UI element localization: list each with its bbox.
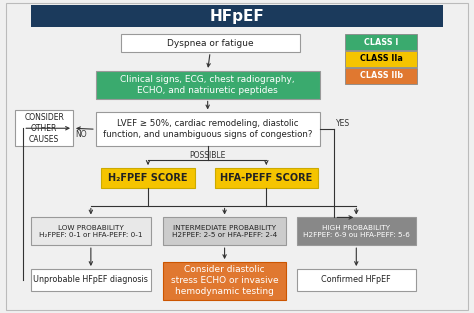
FancyBboxPatch shape [121, 34, 300, 52]
Text: HIGH PROBABILITY
H2FPEF: 6-9 ou HFA-PEFF: 5-6: HIGH PROBABILITY H2FPEF: 6-9 ou HFA-PEFF… [303, 225, 410, 238]
Text: LOW PROBABILITY
H₂FPEF: 0-1 or HFA-PEFF: 0-1: LOW PROBABILITY H₂FPEF: 0-1 or HFA-PEFF:… [39, 225, 143, 238]
FancyBboxPatch shape [215, 168, 318, 188]
Text: Consider diastolic
stress ECHO or invasive
hemodynamic testing: Consider diastolic stress ECHO or invasi… [171, 265, 278, 296]
FancyBboxPatch shape [346, 51, 417, 67]
Text: Dyspnea or fatigue: Dyspnea or fatigue [167, 38, 254, 48]
Text: CONSIDER
OTHER
CAUSES: CONSIDER OTHER CAUSES [24, 113, 64, 144]
Text: POSSIBLE: POSSIBLE [190, 151, 226, 160]
FancyBboxPatch shape [297, 218, 416, 245]
FancyBboxPatch shape [164, 218, 286, 245]
Text: CLASS IIb: CLASS IIb [360, 71, 403, 80]
FancyBboxPatch shape [101, 168, 195, 188]
Text: NO: NO [75, 130, 87, 139]
FancyBboxPatch shape [164, 262, 286, 300]
FancyBboxPatch shape [31, 218, 151, 245]
Text: Clinical signs, ECG, chest radiography,
ECHO, and natriuretic peptides: Clinical signs, ECG, chest radiography, … [120, 74, 295, 95]
FancyBboxPatch shape [96, 112, 319, 146]
Text: HFA-PEFF SCORE: HFA-PEFF SCORE [220, 173, 312, 183]
FancyBboxPatch shape [96, 71, 319, 99]
FancyBboxPatch shape [31, 5, 443, 27]
FancyBboxPatch shape [346, 34, 417, 50]
Text: Confirmed HFpEF: Confirmed HFpEF [321, 275, 391, 285]
Text: YES: YES [337, 119, 351, 128]
Text: INTERMEDIATE PROBABILITY
H2FPEF: 2-5 or HFA-PEFF: 2-4: INTERMEDIATE PROBABILITY H2FPEF: 2-5 or … [172, 225, 277, 238]
Text: CLASS I: CLASS I [364, 38, 398, 47]
FancyBboxPatch shape [15, 110, 73, 146]
Text: H₂FPEF SCORE: H₂FPEF SCORE [108, 173, 188, 183]
FancyBboxPatch shape [346, 68, 417, 84]
FancyBboxPatch shape [297, 269, 416, 291]
Text: Unprobable HFpEF diagnosis: Unprobable HFpEF diagnosis [34, 275, 148, 285]
Text: HFpEF: HFpEF [210, 9, 264, 24]
FancyBboxPatch shape [31, 269, 151, 291]
Text: LVEF ≥ 50%, cardiac remodeling, diastolic
function, and unambiguous signs of con: LVEF ≥ 50%, cardiac remodeling, diastoli… [103, 119, 312, 139]
Text: CLASS IIa: CLASS IIa [360, 54, 402, 63]
